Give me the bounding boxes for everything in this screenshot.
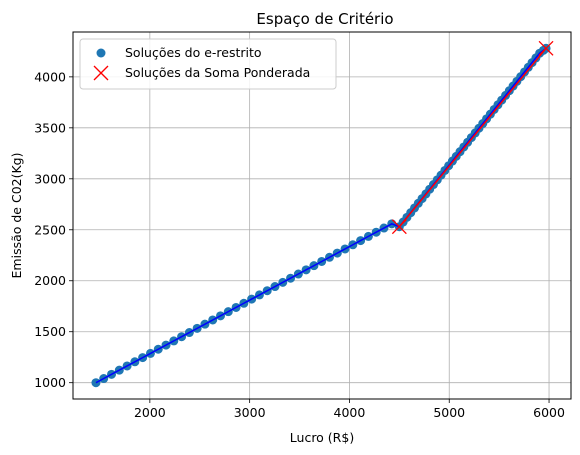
ticks: 2000 3000 4000 5000 6000 1000 1500 2000 2500 3000… bbox=[34, 69, 565, 420]
axes-frame bbox=[72, 31, 572, 400]
y-tick-label: 2000 bbox=[34, 273, 66, 288]
legend-marker-erestrito bbox=[96, 48, 106, 58]
chart-title: Espaço de Critério bbox=[256, 10, 393, 28]
y-tick-label: 3000 bbox=[34, 171, 66, 186]
x-tick-label: 2000 bbox=[134, 405, 166, 420]
y-tick-label: 2500 bbox=[34, 222, 66, 237]
y-tick-label: 4000 bbox=[34, 69, 66, 84]
legend-box bbox=[79, 38, 337, 90]
legend-label-erestrito: Soluções do e-restrito bbox=[125, 45, 262, 60]
somaponderada-point bbox=[538, 40, 554, 56]
y-tick-label: 1000 bbox=[34, 375, 66, 390]
plot-area bbox=[91, 40, 554, 388]
somaponderada-line bbox=[398, 47, 547, 228]
x-axis-label: Lucro (R$) bbox=[290, 430, 354, 445]
grid bbox=[73, 32, 571, 399]
y-tick-label: 3500 bbox=[34, 120, 66, 135]
x-tick-label: 3000 bbox=[234, 405, 266, 420]
x-tick-label: 6000 bbox=[533, 405, 565, 420]
legend: Soluções do e-restrito Soluções da Soma … bbox=[79, 38, 337, 90]
somaponderada-point bbox=[391, 219, 407, 235]
legend-marker-somaponderada bbox=[93, 65, 109, 81]
y-tick-label: 1500 bbox=[34, 324, 66, 339]
legend-label-somaponderada: Soluções da Soma Ponderada bbox=[125, 65, 310, 80]
x-tick-label: 5000 bbox=[433, 405, 465, 420]
y-axis-label: Emissão de C02(Kg) bbox=[9, 153, 24, 279]
x-tick-label: 4000 bbox=[334, 405, 366, 420]
